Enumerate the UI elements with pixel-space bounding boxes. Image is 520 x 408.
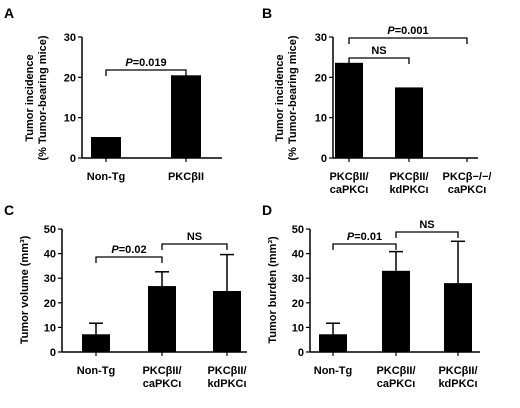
y-tick-label: 20 (292, 298, 304, 310)
y-tick-label: 40 (44, 249, 56, 261)
significance-bracket: P=0.02 (95, 244, 163, 263)
y-axis-label: Tumor volume (mm³) (19, 235, 31, 344)
bar (319, 334, 347, 352)
bar (91, 137, 121, 158)
panel-a: A Tumor incidence(% Tumor-bearing mice) 0 1… (4, 5, 222, 183)
y-tick-label: 40 (292, 249, 304, 261)
y-tick-label: 20 (64, 72, 76, 84)
bar (335, 62, 363, 158)
significance-bracket: P=0.019 (105, 57, 187, 76)
significance-bracket: P=0.001 (348, 25, 468, 44)
category-label: PKCβII/kdPKCι (207, 365, 246, 390)
bar (444, 283, 472, 352)
significance-label: P=0.01 (347, 231, 382, 243)
category-label: Non-Tg (314, 365, 352, 377)
y-tick-label: 20 (315, 72, 327, 84)
category-label: PKCβII/caPKCι (376, 365, 415, 390)
y-axis-label: Tumor incidence(% Tumor-bearing mice) (24, 35, 49, 160)
category-label: PKCβII/caPKCι (329, 171, 368, 196)
panel-d: D Tumor burden (mm³) 0 10 20 30 40 50 Non-Tg PKCβ… (262, 202, 480, 390)
category-label: Non-Tg (77, 365, 115, 377)
panel-label: C (4, 202, 14, 218)
bar (171, 75, 201, 158)
category-label: Non-Tg (87, 171, 125, 183)
bar (395, 87, 423, 158)
significance-label: P=0.02 (111, 244, 146, 256)
y-tick-label: 10 (315, 113, 327, 125)
y-tick-label: 30 (44, 273, 56, 285)
significance-label: NS (187, 231, 202, 243)
bar (148, 286, 176, 352)
category-label: PKCβII/caPKCι (142, 365, 181, 390)
bar (213, 290, 241, 352)
panel-label: B (262, 5, 272, 21)
significance-label: NS (419, 219, 434, 231)
significance-bracket: NS (161, 231, 228, 250)
y-tick-label: 50 (44, 224, 56, 236)
category-label: PKCβII/kdPKCι (438, 365, 477, 390)
y-tick-label: 10 (64, 113, 76, 125)
y-tick-label: 30 (315, 32, 327, 44)
significance-label: NS (371, 45, 386, 57)
category-label: PKCβ−/−/caPKCι (443, 171, 492, 196)
panel-label: A (4, 5, 14, 21)
y-tick-label: 0 (298, 347, 304, 359)
y-tick-label: 0 (50, 347, 56, 359)
y-tick-label: 20 (44, 298, 56, 310)
significance-bracket: NS (348, 45, 410, 64)
bar (382, 270, 410, 352)
significance-bracket: P=0.01 (332, 231, 397, 250)
significance-label: P=0.019 (125, 57, 166, 69)
y-axis-label: Tumor burden (mm³) (267, 236, 279, 344)
significance-label: P=0.001 (387, 25, 428, 37)
y-tick-label: 30 (64, 32, 76, 44)
y-axis-label: Tumor incidence(% Tumor-bearing mice) (274, 35, 299, 160)
y-tick-label: 30 (292, 273, 304, 285)
y-tick-label: 0 (70, 153, 76, 165)
significance-bracket: NS (395, 219, 459, 238)
panel-c: C Tumor volume (mm³) 0 10 20 30 40 50 Non-Tg PKCβ… (4, 202, 247, 390)
bar (82, 334, 110, 352)
y-tick-label: 10 (44, 322, 56, 334)
y-tick-label: 0 (321, 153, 327, 165)
y-tick-label: 10 (292, 322, 304, 334)
y-tick-label: 50 (292, 224, 304, 236)
panel-label: D (262, 202, 272, 218)
category-label: PKCβII (168, 171, 204, 183)
category-label: PKCβII/kdPKCι (389, 171, 428, 196)
